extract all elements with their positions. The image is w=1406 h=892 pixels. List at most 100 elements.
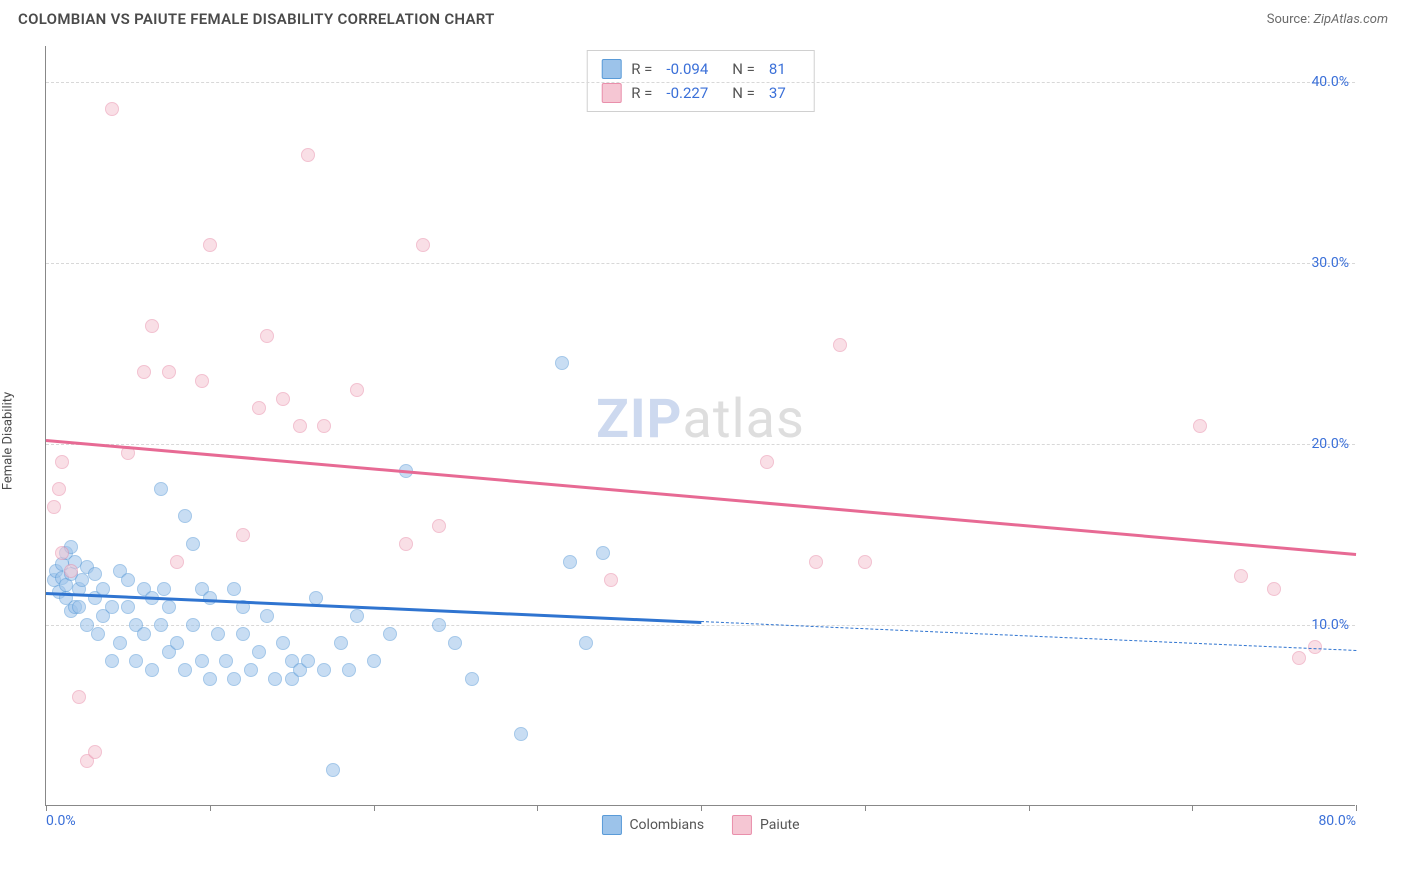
x-tick-label: 0.0% [46, 813, 76, 829]
data-point-colombians [178, 509, 192, 523]
data-point-colombians [367, 654, 381, 668]
y-tick-label: 20.0% [1311, 436, 1349, 452]
data-point-colombians [72, 600, 86, 614]
swatch-colombians [601, 59, 621, 79]
x-tick [537, 805, 538, 811]
y-tick-label: 30.0% [1311, 255, 1349, 271]
data-point-paiute [47, 500, 61, 514]
data-point-paiute [236, 528, 250, 542]
data-point-paiute [833, 338, 847, 352]
data-point-colombians [186, 618, 200, 632]
data-point-paiute [350, 383, 364, 397]
data-point-colombians [121, 573, 135, 587]
data-point-colombians [244, 663, 258, 677]
n-prefix: N = [732, 60, 755, 78]
data-point-colombians [170, 636, 184, 650]
x-tick [865, 805, 866, 811]
legend-label-colombians: Colombians [629, 817, 704, 833]
data-point-colombians [227, 672, 241, 686]
data-point-colombians [121, 600, 135, 614]
data-point-colombians [268, 672, 282, 686]
legend-item-paiute: Paiute [732, 815, 800, 835]
gridline [46, 625, 1355, 626]
x-tick [701, 805, 702, 811]
data-point-colombians [211, 627, 225, 641]
r-prefix: R = [631, 84, 652, 102]
data-point-paiute [55, 546, 69, 560]
data-point-paiute [276, 392, 290, 406]
x-tick [1192, 805, 1193, 811]
x-tick [210, 805, 211, 811]
data-point-paiute [858, 555, 872, 569]
watermark: ZIPatlas [596, 388, 805, 451]
source-value: ZipAtlas.com [1313, 12, 1388, 27]
data-point-colombians [178, 663, 192, 677]
data-point-colombians [236, 627, 250, 641]
data-point-colombians [350, 609, 364, 623]
chart-container: Female Disability ZIPatlas R = -0.094 N … [0, 36, 1406, 846]
data-point-colombians [555, 356, 569, 370]
data-point-colombians [260, 609, 274, 623]
data-point-paiute [760, 455, 774, 469]
data-point-colombians [105, 654, 119, 668]
source-label: Source: [1267, 12, 1310, 27]
data-point-colombians [137, 627, 151, 641]
r-value-colombians: -0.094 [666, 60, 708, 78]
data-point-colombians [252, 645, 266, 659]
gridline [46, 444, 1355, 445]
r-value-paiute: -0.227 [666, 84, 708, 102]
y-tick-label: 40.0% [1311, 74, 1349, 90]
data-point-colombians [326, 763, 340, 777]
n-value-colombians: 81 [769, 60, 786, 78]
data-point-paiute [432, 519, 446, 533]
legend-row-paiute: R = -0.227 N = 37 [601, 81, 800, 105]
x-tick [1029, 805, 1030, 811]
data-point-colombians [91, 627, 105, 641]
data-point-paiute [1234, 569, 1248, 583]
data-point-paiute [301, 148, 315, 162]
data-point-colombians [203, 591, 217, 605]
correlation-legend: R = -0.094 N = 81 R = -0.227 N = 37 [586, 50, 815, 112]
data-point-paiute [399, 537, 413, 551]
data-point-paiute [55, 455, 69, 469]
data-point-paiute [1308, 640, 1322, 654]
r-prefix: R = [631, 60, 652, 78]
data-point-colombians [448, 636, 462, 650]
data-point-colombians [186, 537, 200, 551]
data-point-paiute [1193, 419, 1207, 433]
legend-swatch-colombians [601, 815, 621, 835]
chart-title: COLOMBIAN VS PAIUTE FEMALE DISABILITY CO… [18, 10, 495, 28]
data-point-colombians [105, 600, 119, 614]
data-point-colombians [203, 672, 217, 686]
legend-label-paiute: Paiute [760, 817, 800, 833]
legend-swatch-paiute [732, 815, 752, 835]
data-point-paiute [293, 419, 307, 433]
data-point-colombians [154, 618, 168, 632]
data-point-paiute [88, 745, 102, 759]
data-point-colombians [195, 654, 209, 668]
data-point-paiute [195, 374, 209, 388]
data-point-colombians [113, 636, 127, 650]
data-point-colombians [563, 555, 577, 569]
data-point-colombians [75, 573, 89, 587]
data-point-colombians [129, 654, 143, 668]
x-tick [1356, 805, 1357, 811]
data-point-paiute [145, 319, 159, 333]
data-point-colombians [276, 636, 290, 650]
plot-area: ZIPatlas R = -0.094 N = 81 R = -0.227 N … [45, 46, 1355, 806]
data-point-colombians [219, 654, 233, 668]
data-point-paiute [1292, 651, 1306, 665]
data-point-paiute [1267, 582, 1281, 596]
data-point-colombians [432, 618, 446, 632]
data-point-colombians [301, 654, 315, 668]
x-tick-label: 80.0% [1318, 813, 1356, 829]
data-point-colombians [154, 482, 168, 496]
data-point-paiute [137, 365, 151, 379]
data-point-colombians [162, 600, 176, 614]
data-point-paiute [64, 564, 78, 578]
x-tick [46, 805, 47, 811]
data-point-colombians [579, 636, 593, 650]
data-point-colombians [465, 672, 479, 686]
data-point-paiute [416, 238, 430, 252]
legend-item-colombians: Colombians [601, 815, 704, 835]
